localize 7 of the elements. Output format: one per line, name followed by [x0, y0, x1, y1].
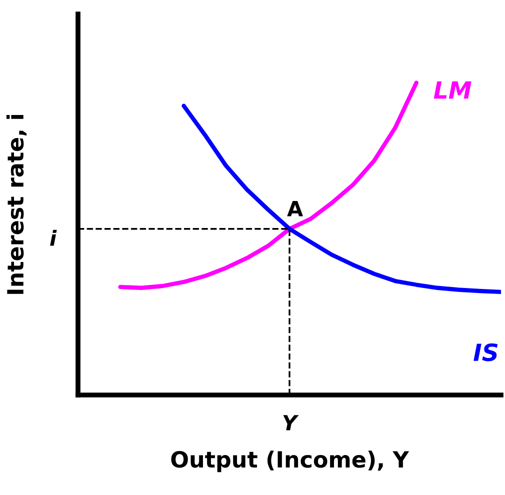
x-axis-title: Output (Income), Y [171, 450, 410, 472]
text: IS [474, 343, 498, 362]
ref-line-label: i [50, 230, 57, 246]
annotation: A [287, 201, 304, 216]
series-label: LM [434, 81, 472, 99]
text: Y [283, 415, 299, 430]
y-axis-title: Interest rate, i [6, 114, 27, 294]
